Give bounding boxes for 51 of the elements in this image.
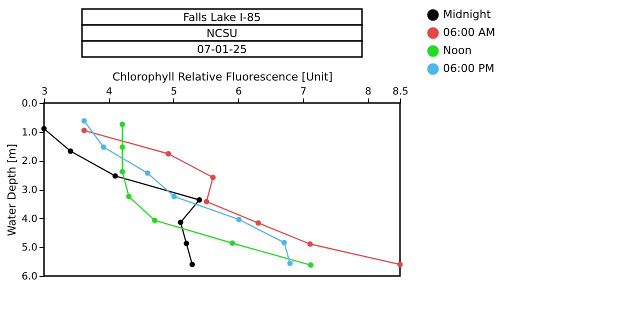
point	[210, 174, 216, 180]
y-axis-title: Water Depth [m]	[6, 144, 19, 236]
point	[144, 170, 150, 176]
point	[171, 194, 177, 200]
point	[189, 262, 195, 268]
point	[166, 151, 172, 156]
point	[152, 218, 158, 224]
point	[184, 240, 190, 246]
legend-label: Noon	[443, 44, 472, 57]
point	[308, 262, 314, 268]
point	[120, 168, 126, 174]
y-tick-label: 3.0	[22, 185, 38, 196]
y-tick-label: 4.0	[22, 214, 38, 225]
x-tick-label: 3	[41, 86, 48, 98]
point	[81, 128, 87, 134]
y-tick-label: 1.0	[22, 127, 38, 138]
x-tick-label: 4	[106, 86, 112, 98]
point	[100, 144, 106, 150]
legend-label: 06:00 AM	[443, 26, 496, 39]
x-tick-label: 6	[235, 86, 242, 98]
point	[397, 262, 403, 268]
point	[287, 260, 293, 266]
point	[112, 173, 118, 179]
x-tick-label: 8	[364, 86, 372, 98]
x-tick-label: 7	[300, 86, 307, 98]
point	[126, 194, 132, 200]
point	[307, 241, 313, 247]
point	[120, 144, 126, 150]
point	[178, 220, 184, 226]
x-tick-label: 8.5	[392, 86, 408, 98]
x-axis-title: Chlorophyll Relative Fluorescence [Unit]	[112, 70, 333, 84]
y-tick-label: 5.0	[22, 242, 38, 254]
point	[281, 240, 287, 246]
point	[68, 148, 74, 154]
y-tick-label: 0.0	[22, 98, 38, 110]
y-tick-label: 6.0	[22, 272, 38, 282]
point	[120, 122, 126, 128]
point	[81, 118, 87, 124]
chart-subtitle: NCSU	[206, 27, 238, 40]
point	[236, 216, 242, 222]
point	[256, 220, 261, 226]
legend-label: Midnight	[443, 8, 492, 21]
y-tick-label: 2.0	[22, 156, 38, 168]
point	[204, 198, 210, 204]
chart-title: Falls Lake I-85	[183, 11, 261, 24]
text: 07-01-25	[197, 43, 247, 56]
x-tick-label: 5	[170, 86, 178, 98]
point	[196, 197, 202, 203]
legend-label: 06:00 PM	[443, 62, 494, 75]
point	[41, 126, 47, 132]
point	[230, 240, 236, 246]
